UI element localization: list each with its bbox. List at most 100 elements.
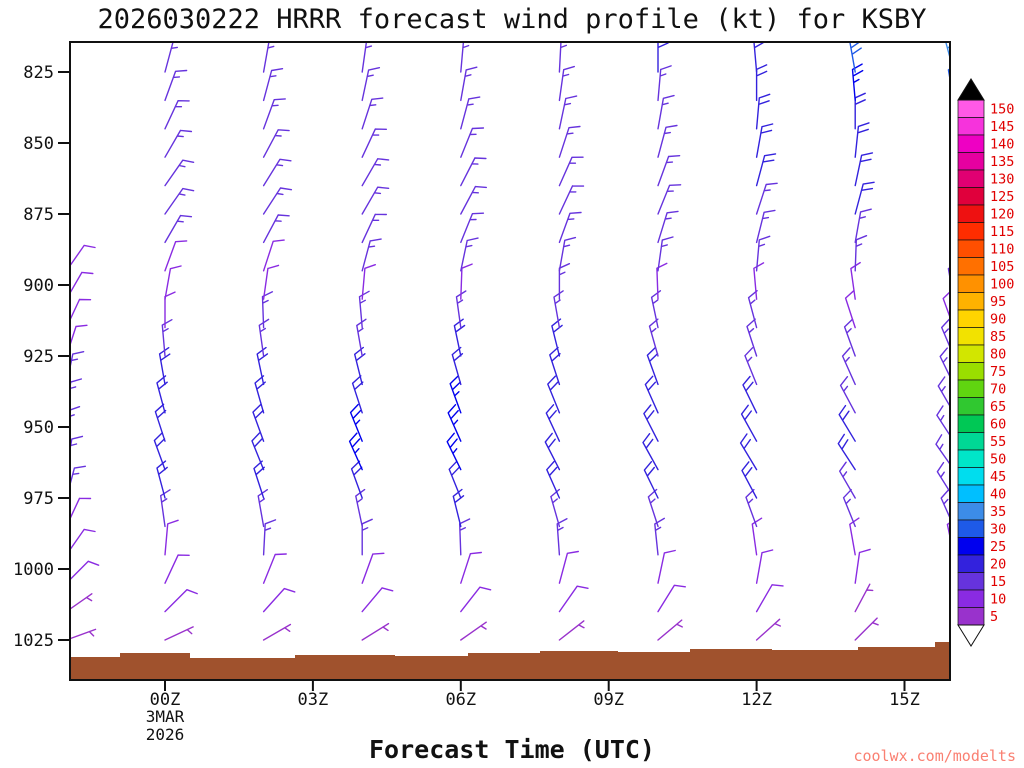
y-tick-label: 1000 (13, 560, 54, 580)
wind-barb (459, 518, 471, 556)
wind-barb (755, 64, 768, 102)
colorbar-segment (957, 187, 985, 206)
wind-barb (460, 586, 492, 613)
wind-barb (654, 517, 665, 556)
wind-barb (657, 65, 672, 102)
wind-barb (164, 240, 188, 272)
wind-barb (160, 489, 171, 528)
wind-barb (753, 42, 765, 73)
wind-barb (262, 519, 277, 556)
colorbar-segment (957, 519, 985, 538)
wind-barb (755, 209, 776, 244)
wind-barb (742, 375, 758, 414)
wind-barb (257, 489, 268, 528)
x-tick-label: 12Z (741, 690, 772, 710)
wind-barb (262, 587, 296, 613)
wind-barb (755, 93, 771, 130)
wind-barb (545, 404, 561, 442)
wind-barb (558, 585, 589, 613)
wind-barb (358, 290, 370, 329)
colorbar-segment (957, 344, 985, 363)
wind-barb (70, 628, 97, 640)
wind-barb (941, 318, 950, 349)
wind-barb (361, 42, 373, 73)
wind-barb (70, 378, 82, 393)
wind-barb (164, 265, 182, 300)
colorbar-segment (957, 467, 985, 486)
colorbar-label: 100 (990, 276, 1014, 292)
wind-barb (460, 127, 485, 158)
wind-barb (558, 65, 575, 102)
wind-barb (849, 517, 860, 556)
colorbar-label: 70 (990, 381, 1006, 397)
wind-barb (252, 403, 265, 442)
colorbar: 1501451401351301251201151101051009590858… (957, 78, 1014, 647)
wind-barb (361, 264, 376, 300)
wind-barb (70, 528, 96, 551)
wind-barb (837, 433, 856, 471)
colorbar-segment (957, 572, 985, 591)
wind-barb (156, 460, 168, 499)
wind-barb (755, 584, 784, 613)
wind-barb (164, 159, 195, 187)
wind-barb (349, 403, 363, 442)
wind-barb (849, 42, 862, 73)
wind-barb (558, 95, 578, 130)
colorbar-label: 60 (990, 416, 1006, 432)
wind-barb (657, 124, 678, 158)
wind-barb (70, 298, 92, 322)
colorbar-segment (957, 362, 985, 381)
wind-barb (460, 621, 487, 641)
colorbar-label: 30 (990, 521, 1006, 537)
wind-barb (643, 404, 659, 442)
colorbar-segment (957, 222, 985, 241)
x-tick-label: 06Z (445, 690, 476, 710)
colorbar-segment (957, 502, 985, 521)
colorbar-label: 50 (990, 451, 1006, 467)
wind-barb (546, 460, 561, 499)
wind-barb (164, 214, 193, 244)
wind-barb (361, 97, 384, 130)
watermark-link[interactable]: coolwx.com/modelts (853, 747, 1016, 765)
wind-barb (262, 68, 284, 102)
wind-barb (657, 584, 686, 613)
colorbar-label: 105 (990, 259, 1014, 275)
wind-barb (854, 208, 872, 244)
wind-barb (164, 42, 178, 73)
wind-barb (361, 238, 382, 272)
axes: 825 850 875 900 925 950 975 1000 1025 00Z 03Z 06Z 09… (13, 63, 920, 744)
wind-barb (460, 66, 478, 102)
colorbar-segment (957, 327, 985, 346)
wind-barb (753, 262, 765, 300)
wind-barb (755, 153, 777, 187)
wind-barb (755, 182, 778, 215)
wind-barb (262, 239, 285, 272)
y-tick-label: 900 (23, 276, 54, 296)
colorbar-label: 45 (990, 469, 1006, 485)
wind-barb (361, 67, 381, 102)
wind-barb (164, 129, 193, 158)
wind-barb (657, 619, 683, 641)
wind-barb (755, 549, 774, 584)
colorbar-label: 40 (990, 486, 1006, 502)
colorbar-label: 150 (990, 101, 1014, 117)
wind-barb (558, 550, 579, 584)
colorbar-label: 120 (990, 206, 1014, 222)
y-tick-label: 875 (23, 205, 54, 225)
wind-barb (460, 157, 487, 187)
wind-barb (558, 125, 581, 158)
wind-barb (460, 96, 481, 130)
wind-barb (854, 548, 871, 584)
wind-barb (448, 460, 462, 499)
wind-barb (558, 236, 577, 272)
wind-barb (854, 122, 870, 158)
wind-barb (355, 488, 366, 528)
wind-barb (153, 432, 166, 471)
wind-barb (70, 560, 100, 581)
wind-barb (164, 519, 179, 556)
wind-barb (460, 212, 485, 244)
colorbar-label: 125 (990, 189, 1014, 205)
colorbar-segment (957, 309, 985, 328)
wind-barb (164, 291, 176, 329)
